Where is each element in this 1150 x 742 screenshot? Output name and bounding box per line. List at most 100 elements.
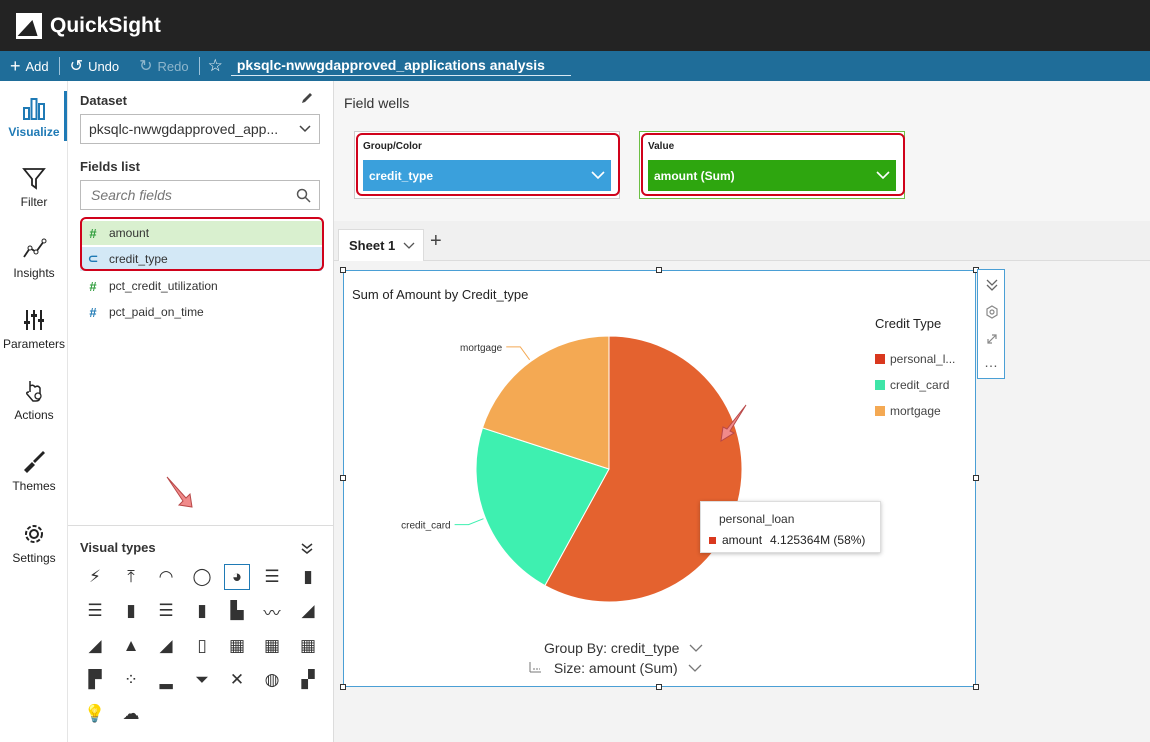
brush-icon (24, 451, 45, 473)
horizontal-100-bar-visual-icon[interactable]: ☰ (158, 601, 174, 620)
legend-swatch (875, 354, 885, 364)
donut-visual-icon[interactable]: ◯ (192, 567, 212, 586)
combo-chart-visual-icon[interactable]: ▲ (122, 636, 140, 655)
histogram-visual-icon[interactable]: ▂ (159, 670, 173, 689)
toolbar: + Add ↺ Undo ↻ Redo ☆ pksqlc-nwwgdapprov… (0, 51, 1150, 81)
group-by-control[interactable]: Group By: credit_type (544, 640, 703, 656)
value-pill[interactable]: amount (Sum) (648, 160, 896, 191)
heat-map-visual-icon[interactable]: ▦ (299, 636, 317, 655)
field-item-pct-credit-utilization[interactable]: # pct_credit_utilization (80, 274, 322, 298)
horizontal-bar-visual-icon[interactable]: ☰ (264, 567, 280, 586)
add-label: Add (25, 58, 49, 74)
resize-handle[interactable] (340, 267, 346, 273)
tree-map-visual-icon[interactable]: ▛ (88, 670, 102, 689)
tab-sheet-1[interactable]: Sheet 1 (338, 229, 424, 261)
sankey-visual-icon[interactable]: ✕ (229, 670, 245, 689)
resize-handle[interactable] (973, 684, 979, 690)
chevron-down-icon (688, 664, 701, 672)
pointer-arrow-icon (166, 476, 193, 508)
expand-icon[interactable] (985, 332, 999, 346)
nav-label-actions: Actions (14, 408, 54, 422)
resize-handle[interactable] (656, 267, 662, 273)
tooltip-value: 4.125364M (58%) (770, 533, 866, 547)
vertical-bar-visual-icon[interactable]: ▮ (303, 567, 313, 586)
more-options-icon[interactable]: … (984, 354, 999, 370)
chevron-down-icon (689, 644, 703, 652)
waterfall-visual-icon[interactable]: ▙ (230, 601, 244, 620)
field-wells: Field wells Group/Color credit_type Valu… (334, 81, 1150, 221)
undo-label: Undo (88, 58, 120, 74)
table-visual-icon[interactable]: ▦ (263, 636, 281, 655)
redo-button[interactable]: ↻ Redo (129, 56, 198, 76)
pivot-table-visual-icon[interactable]: ▦ (228, 636, 246, 655)
star-icon: ☆ (207, 56, 223, 75)
tooltip-row: amount 4.125364M (58%) (709, 533, 865, 547)
dataset-select[interactable]: pksqlc-nwwgdapproved_app... (80, 114, 320, 144)
field-label: amount (109, 226, 150, 240)
analysis-name[interactable]: pksqlc-nwwgdapproved_applications analys… (230, 57, 571, 76)
area-line-visual-icon[interactable]: ◢ (301, 601, 315, 620)
nav-item-themes[interactable]: Themes (0, 449, 68, 493)
legend-swatch (875, 406, 885, 416)
add-button[interactable]: + Add (0, 57, 59, 75)
nav-item-insights[interactable]: Insights (0, 236, 68, 280)
nav-item-settings[interactable]: Settings (0, 521, 68, 565)
undo-icon: ↺ (69, 58, 84, 75)
vertical-stacked-bar-visual-icon[interactable]: ▮ (126, 601, 136, 620)
box-plot-visual-icon[interactable]: ▯ (197, 636, 207, 655)
nav-item-visualize[interactable]: Visualize (0, 95, 68, 139)
resize-handle[interactable] (656, 684, 662, 690)
radar-visual-icon[interactable]: ◍ (264, 670, 280, 689)
value-well-title: Value (648, 141, 675, 152)
horizontal-stacked-bar-visual-icon[interactable]: ☰ (87, 601, 103, 620)
resize-handle[interactable] (340, 475, 346, 481)
insight-visual-icon[interactable]: 💡 (84, 704, 106, 723)
gauge-visual-icon[interactable]: ◠ (158, 567, 174, 586)
filled-map-visual-icon[interactable]: ▞ (301, 670, 315, 689)
vertical-100-bar-visual-icon[interactable]: ▮ (197, 601, 207, 620)
favorite-star-button[interactable]: ☆ (200, 56, 227, 76)
group-color-pill[interactable]: credit_type (363, 160, 611, 191)
value-well: Value amount (Sum) (639, 131, 905, 199)
line-area-visual-icon[interactable]: ◢ (159, 636, 173, 655)
scatter-visual-icon[interactable]: ⁘ (123, 670, 139, 689)
field-item-pct-paid-on-time[interactable]: # pct_paid_on_time (80, 300, 322, 324)
undo-button[interactable]: ↺ Undo (60, 56, 129, 76)
legend-item[interactable]: mortgage (875, 404, 941, 418)
collapse-chevrons-icon[interactable] (300, 543, 314, 555)
pie-slice-credit-card[interactable] (475, 427, 610, 587)
search-box (80, 180, 320, 210)
pie-visual-icon[interactable]: ◕ (224, 564, 250, 590)
add-sheet-button[interactable]: + (430, 230, 442, 252)
pointer-arrow-icon (720, 404, 747, 442)
slice-leader-line (506, 346, 531, 361)
kpi-visual-icon[interactable]: ⤒ (127, 567, 135, 586)
line-visual-icon[interactable]: 〰 (263, 603, 281, 623)
nav-item-actions[interactable]: Actions (0, 378, 68, 422)
data-panel: Dataset pksqlc-nwwgdapproved_app... Fiel… (68, 81, 334, 742)
field-item-credit-type[interactable]: ⊂ credit_type (80, 247, 322, 271)
resize-handle[interactable] (973, 475, 979, 481)
word-cloud-visual-icon[interactable]: ☁ (122, 704, 140, 723)
nav-item-filter[interactable]: Filter (0, 165, 68, 209)
legend-item[interactable]: personal_l... (875, 352, 955, 366)
format-gear-icon[interactable] (985, 305, 999, 319)
filter-icon (22, 168, 46, 190)
resize-handle[interactable] (340, 684, 346, 690)
nav-item-parameters[interactable]: Parameters (0, 307, 68, 351)
gear-icon (25, 525, 43, 543)
stacked-area-visual-icon[interactable]: ◢ (88, 636, 102, 655)
funnel-visual-icon[interactable]: ⏷ (195, 670, 209, 689)
field-label: pct_credit_utilization (109, 279, 218, 293)
size-by-control[interactable]: Size: amount (Sum) (528, 660, 702, 676)
pie-slice-mortgage[interactable] (481, 335, 610, 470)
legend-item[interactable]: credit_card (875, 378, 949, 392)
collapse-chevrons-icon[interactable] (985, 278, 999, 292)
search-fields-input[interactable] (81, 181, 281, 209)
autograph-visual-icon[interactable]: ⚡ (89, 567, 101, 586)
dataset-label: Dataset (80, 93, 127, 108)
chevron-down-icon[interactable] (403, 242, 415, 250)
field-item-amount[interactable]: # amount (80, 221, 322, 245)
selected-fields-highlight (80, 217, 324, 271)
edit-pencil-icon[interactable] (300, 91, 314, 105)
